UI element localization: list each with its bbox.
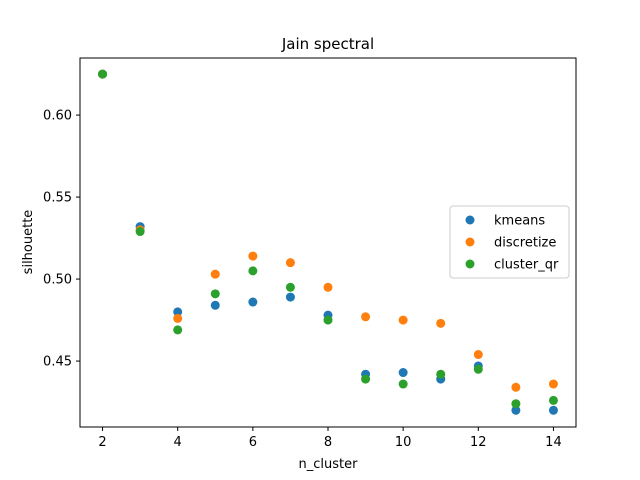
y-tick-label: 0.45 bbox=[43, 355, 72, 370]
x-tick-label: 8 bbox=[324, 435, 332, 450]
data-point-discretize-4 bbox=[248, 251, 258, 261]
data-point-discretize-3 bbox=[210, 269, 220, 279]
x-tick-label: 14 bbox=[545, 435, 562, 450]
data-point-discretize-9 bbox=[436, 318, 446, 328]
x-axis-label: n_cluster bbox=[299, 457, 359, 472]
data-point-cluster_qr-10 bbox=[473, 364, 483, 374]
data-point-cluster_qr-3 bbox=[210, 289, 220, 299]
legend-label-discretize: discretize bbox=[494, 236, 556, 251]
data-point-discretize-8 bbox=[398, 315, 408, 325]
plot-area bbox=[98, 69, 558, 415]
data-point-discretize-10 bbox=[473, 350, 483, 360]
data-point-cluster_qr-2 bbox=[173, 325, 183, 335]
y-axis-ticks: 0.45 0.50 0.55 0.60 bbox=[43, 109, 80, 370]
y-tick-label: 0.50 bbox=[43, 273, 72, 288]
chart-title: Jain spectral bbox=[281, 35, 374, 53]
data-point-cluster_qr-12 bbox=[548, 395, 558, 405]
data-point-cluster_qr-6 bbox=[323, 315, 333, 325]
data-point-cluster_qr-7 bbox=[361, 374, 371, 384]
data-point-cluster_qr-1 bbox=[135, 227, 145, 237]
data-point-kmeans-8 bbox=[398, 368, 408, 378]
data-point-discretize-12 bbox=[548, 379, 558, 389]
x-tick-label: 12 bbox=[470, 435, 487, 450]
data-point-cluster_qr-11 bbox=[511, 399, 521, 409]
data-point-kmeans-4 bbox=[248, 297, 258, 307]
data-point-discretize-11 bbox=[511, 382, 521, 392]
data-point-kmeans-12 bbox=[548, 405, 558, 415]
data-point-kmeans-2 bbox=[173, 307, 183, 317]
legend-marker-discretize bbox=[465, 237, 475, 247]
legend-marker-cluster_qr bbox=[465, 259, 475, 269]
legend-box bbox=[449, 205, 570, 279]
y-tick-label: 0.60 bbox=[43, 109, 72, 124]
data-point-kmeans-3 bbox=[210, 300, 220, 310]
x-tick-label: 6 bbox=[249, 435, 257, 450]
data-point-kmeans-5 bbox=[285, 292, 295, 302]
data-point-discretize-6 bbox=[323, 282, 333, 292]
data-point-kmeans-11 bbox=[511, 405, 521, 415]
data-point-cluster_qr-4 bbox=[248, 266, 258, 276]
x-tick-label: 10 bbox=[395, 435, 412, 450]
data-point-cluster_qr-9 bbox=[436, 369, 446, 379]
data-point-cluster_qr-0 bbox=[98, 69, 108, 79]
legend-label-kmeans: kmeans bbox=[494, 214, 545, 229]
x-axis-ticks: 2 4 6 8 10 12 14 bbox=[98, 427, 562, 450]
legend: kmeans discretize cluster_qr bbox=[449, 205, 570, 279]
data-point-cluster_qr-5 bbox=[285, 282, 295, 292]
x-tick-label: 2 bbox=[98, 435, 106, 450]
data-point-discretize-2 bbox=[173, 313, 183, 323]
legend-marker-kmeans bbox=[465, 215, 475, 225]
data-point-cluster_qr-8 bbox=[398, 379, 408, 389]
x-tick-label: 4 bbox=[174, 435, 182, 450]
data-point-discretize-7 bbox=[361, 312, 371, 322]
legend-label-cluster_qr: cluster_qr bbox=[494, 258, 559, 273]
y-tick-label: 0.55 bbox=[43, 191, 72, 206]
data-point-discretize-5 bbox=[285, 258, 295, 268]
y-axis-label: silhouette bbox=[21, 210, 36, 275]
